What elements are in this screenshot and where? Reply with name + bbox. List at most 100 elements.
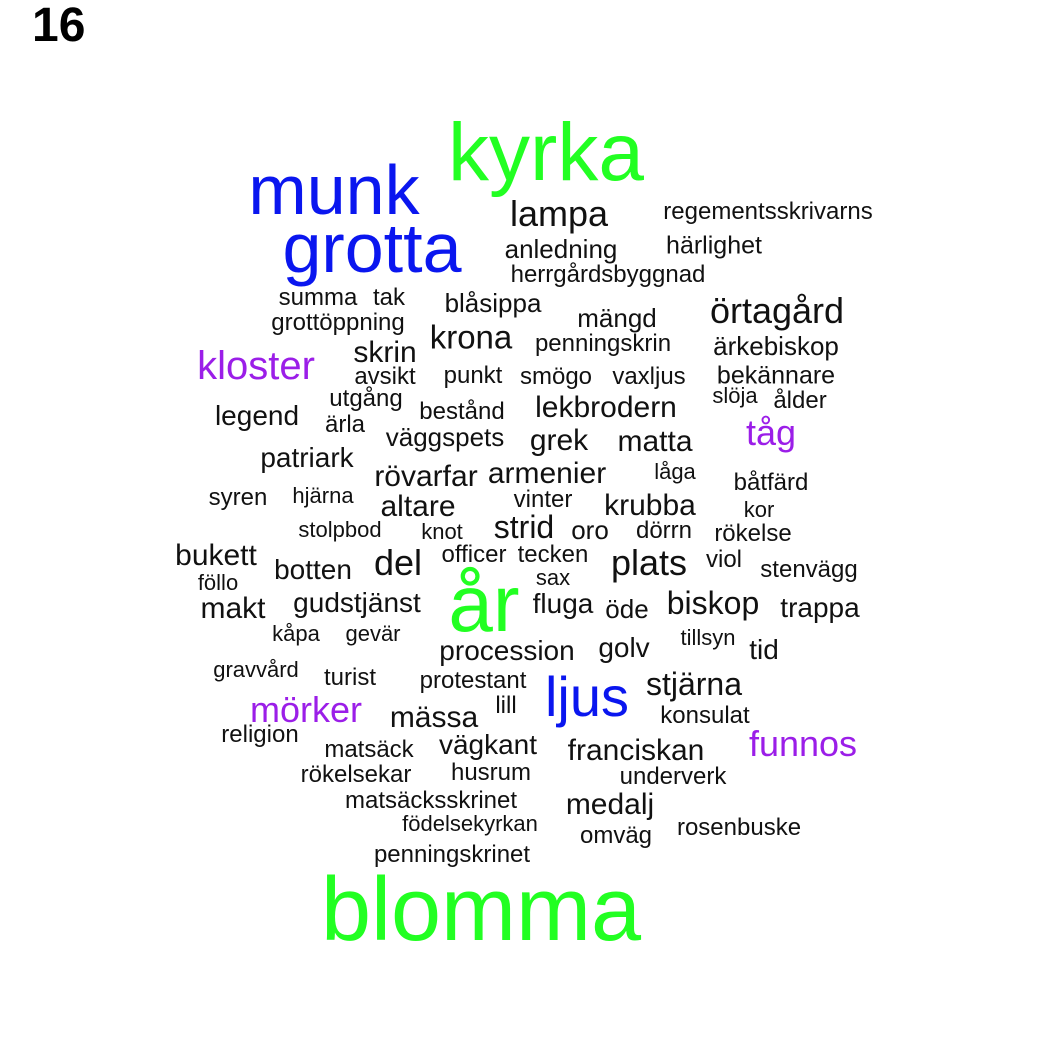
word-gevar: gevär — [345, 621, 401, 646]
word-punkt: punkt — [443, 362, 503, 389]
word-husrum: husrum — [450, 759, 532, 786]
word-massa: mässa — [389, 701, 479, 734]
word-viol: viol — [705, 546, 743, 573]
word-follo: föllo — [197, 570, 239, 595]
word-batfard: båtfärd — [733, 469, 809, 496]
word-lampa: lampa — [509, 193, 609, 234]
word-tecken: tecken — [517, 541, 589, 568]
word-stolpbod: stolpbod — [298, 517, 382, 542]
word-matta: matta — [617, 425, 693, 458]
word-grek: grek — [529, 424, 589, 457]
word-munk: munk — [248, 151, 420, 229]
word-vagkant: vägkant — [438, 729, 538, 760]
word-gravvard: gravvård — [213, 657, 299, 682]
word-procession: procession — [439, 635, 575, 666]
word-turist: turist — [323, 664, 377, 691]
word-morker: mörker — [249, 689, 363, 730]
word-makt: makt — [200, 592, 266, 625]
word-smogo: smögo — [519, 363, 593, 390]
word-hjarna: hjärna — [292, 483, 354, 508]
word-grottoppning: grottöppning — [271, 309, 405, 336]
word-bukett: bukett — [175, 539, 257, 572]
word-bekannare: bekännare — [716, 361, 836, 390]
word-fluga: fluga — [532, 588, 594, 619]
word-ljus: ljus — [544, 665, 630, 728]
word-ar: år — [448, 559, 520, 648]
word-del: del — [373, 542, 423, 583]
word-krubba: krubba — [604, 489, 696, 522]
word-fodelsekyrkan: födelsekyrkan — [402, 811, 538, 836]
word-plats: plats — [610, 542, 688, 583]
word-protestant: protestant — [419, 667, 527, 694]
word-omvag: omväg — [579, 822, 653, 849]
panel-number-label: 16 — [32, 0, 86, 52]
word-harlighet: härlighet — [666, 231, 762, 260]
word-matsack: matsäck — [324, 736, 414, 763]
word-konsulat: konsulat — [660, 702, 750, 729]
word-sax: sax — [535, 565, 571, 590]
word-sloja: slöja — [712, 383, 758, 408]
word-knot: knot — [421, 519, 463, 544]
word-strid: strid — [493, 509, 555, 545]
word-patriark: patriark — [260, 442, 354, 473]
word-dorrn: dörrn — [635, 517, 693, 544]
word-trappa: trappa — [780, 592, 860, 623]
word-lekbrodern: lekbrodern — [535, 391, 677, 424]
word-herrgardsbyggnad: herrgårdsbyggnad — [510, 261, 706, 288]
word-franciskan: franciskan — [567, 734, 705, 767]
word-kor: kor — [743, 497, 775, 522]
word-skrin: skrin — [353, 336, 417, 369]
word-religion: religion — [221, 721, 299, 748]
word-kyrka: kyrka — [448, 107, 644, 198]
word-tak: tak — [372, 284, 406, 311]
word-matsacksskrinet: matsäcksskrinet — [344, 787, 518, 814]
word-blasippa: blåsippa — [444, 288, 542, 318]
word-blomma: blomma — [320, 860, 642, 960]
word-tillsyn: tillsyn — [680, 625, 736, 650]
word-avsikt: avsikt — [354, 363, 416, 390]
word-altare: altare — [380, 490, 456, 523]
word-stenvagg: stenvägg — [760, 556, 858, 583]
word-syren: syren — [208, 484, 268, 511]
word-kloster: kloster — [197, 344, 315, 388]
word-tid: tid — [749, 634, 779, 665]
word-underverk: underverk — [619, 763, 727, 790]
word-penningskrin: penningskrin — [534, 330, 672, 357]
word-bestand: bestånd — [419, 398, 505, 425]
word-krona: krona — [429, 318, 513, 356]
word-funnos: funnos — [748, 723, 858, 764]
word-laga: låga — [654, 459, 696, 484]
word-gudstjanst: gudstjänst — [293, 587, 421, 618]
word-arkebiskop: ärkebiskop — [713, 331, 839, 361]
word-stjarna: stjärna — [645, 666, 743, 702]
word-summa: summa — [278, 284, 358, 311]
word-oro: oro — [571, 515, 609, 545]
word-medalj: medalj — [565, 788, 655, 821]
word-legend: legend — [214, 400, 300, 431]
word-armenier: armenier — [487, 457, 607, 490]
word-rokelsekar: rökelsekar — [300, 761, 412, 788]
word-golv: golv — [598, 632, 650, 663]
word-lill: lill — [495, 692, 517, 719]
word-penningskrinet: penningskrinet — [373, 841, 531, 868]
word-utgang: utgång — [329, 385, 403, 412]
word-mangd: mängd — [577, 303, 657, 333]
word-grotta: grotta — [282, 209, 462, 287]
word-anledning: anledning — [504, 234, 618, 264]
word-arla: ärla — [324, 411, 366, 438]
word-ortagard: örtagård — [709, 290, 845, 331]
word-tag: tåg — [745, 412, 797, 453]
word-kapa: kåpa — [272, 621, 320, 646]
word-rokelse: rökelse — [714, 520, 792, 547]
word-biskop: biskop — [666, 585, 760, 621]
word-botten: botten — [274, 554, 352, 585]
word-regementsskrivarns: regementsskrivarns — [663, 198, 873, 225]
word-rovarfar: rövarfar — [374, 460, 478, 493]
word-rosenbuske: rosenbuske — [676, 814, 802, 841]
word-vaxljus: vaxljus — [612, 363, 686, 390]
word-ode: öde — [605, 594, 649, 624]
word-alder: ålder — [773, 387, 827, 414]
word-officer: officer — [441, 541, 507, 568]
word-vaggspets: väggspets — [385, 422, 505, 452]
